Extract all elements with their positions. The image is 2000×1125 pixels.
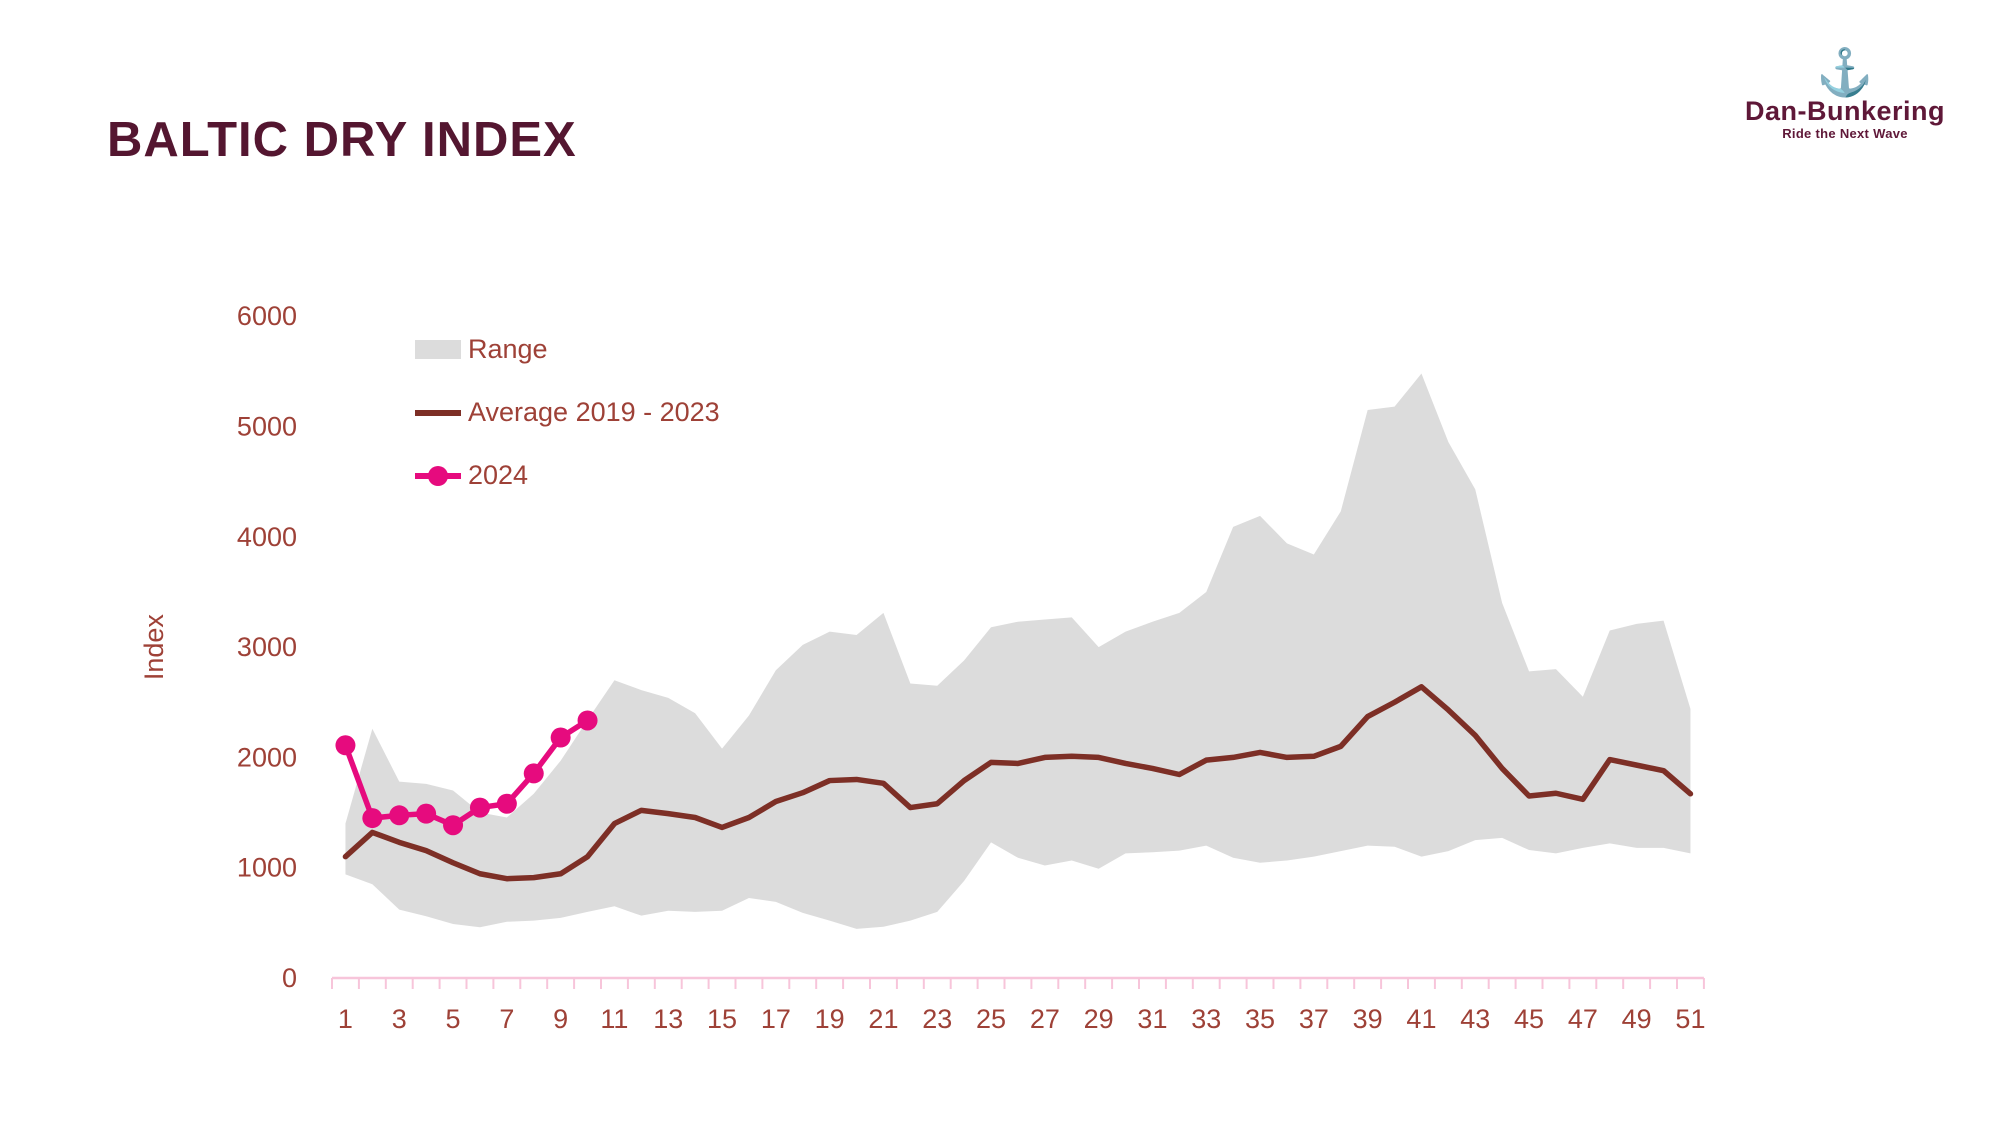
legend-label-average: Average 2019 - 2023: [468, 397, 720, 427]
data-point-2024-week-7: [496, 793, 517, 814]
data-point-2024-week-9: [550, 727, 571, 748]
y-tick-label: 2000: [237, 742, 297, 772]
x-tick-label: 51: [1675, 1004, 1705, 1034]
line-2024: [342, 717, 591, 828]
anchor-icon: ⚓: [1816, 46, 1874, 98]
data-point-2024-week-8: [523, 763, 544, 784]
x-tick-label: 43: [1460, 1004, 1490, 1034]
x-tick-label: 15: [707, 1004, 737, 1034]
line-2024-swatch: [415, 465, 461, 486]
data-point-2024-week-1: [335, 735, 356, 756]
x-tick-label: 25: [976, 1004, 1006, 1034]
data-point-2024-week-5: [443, 815, 464, 836]
x-tick-label: 37: [1299, 1004, 1329, 1034]
x-tick-label: 11: [600, 1004, 628, 1034]
marker-dot-icon: [428, 465, 448, 486]
x-tick-label: 21: [868, 1004, 898, 1034]
y-tick-label: 0: [282, 963, 297, 993]
x-tick-label: 17: [761, 1004, 791, 1034]
x-tick-label: 1: [338, 1004, 353, 1034]
x-tick-label: 39: [1353, 1004, 1383, 1034]
x-tick-label: 41: [1406, 1004, 1436, 1034]
data-point-2024-week-4: [416, 803, 437, 824]
y-axis-title: Index: [139, 614, 169, 681]
x-tick-label: 47: [1568, 1004, 1598, 1034]
y-tick-label: 3000: [237, 632, 297, 662]
legend-item-2024: 2024: [415, 460, 720, 490]
logo-tagline: Ride the Next Wave: [1782, 126, 1908, 141]
data-point-2024-week-3: [389, 805, 410, 826]
x-tick-label: 45: [1514, 1004, 1544, 1034]
x-tick-label: 3: [392, 1004, 407, 1034]
legend-item-range: Range: [415, 334, 720, 364]
x-tick-label: 7: [499, 1004, 514, 1034]
y-tick-label: 6000: [237, 301, 297, 331]
range-band: [345, 373, 1691, 929]
x-tick-label: 49: [1622, 1004, 1652, 1034]
legend-label-2024: 2024: [468, 460, 529, 490]
average-2019-2023-line: [342, 684, 1694, 882]
x-tick-label: 31: [1137, 1004, 1167, 1034]
average-line-swatch: [415, 409, 461, 416]
x-tick-label: 9: [553, 1004, 568, 1034]
data-point-2024-week-10: [577, 710, 598, 731]
data-point-2024-week-6: [469, 797, 490, 818]
range-swatch: [415, 340, 461, 359]
x-tick-label: 5: [446, 1004, 461, 1034]
legend-label-range: Range: [468, 334, 548, 364]
x-tick-label: 23: [922, 1004, 952, 1034]
y-tick-label: 5000: [237, 412, 297, 442]
dan-bunkering-logo: ⚓ Dan-Bunkering Ride the Next Wave: [1725, 48, 1965, 142]
y-tick-label: 1000: [237, 853, 297, 883]
data-point-2024-week-2: [362, 808, 383, 829]
chart-legend: Range Average 2019 - 2023 2024: [415, 334, 720, 525]
x-tick-label: 19: [815, 1004, 845, 1034]
logo-brand-name: Dan-Bunkering: [1744, 96, 1945, 126]
legend-item-average: Average 2019 - 2023: [415, 397, 720, 427]
page-title: BALTIC DRY INDEX: [107, 113, 577, 167]
x-tick-label: 33: [1191, 1004, 1221, 1034]
x-tick-label: 35: [1245, 1004, 1275, 1034]
x-tick-label: 13: [653, 1004, 683, 1034]
x-tick-label: 29: [1084, 1004, 1114, 1034]
y-tick-label: 4000: [237, 522, 297, 552]
x-tick-label: 27: [1030, 1004, 1060, 1034]
